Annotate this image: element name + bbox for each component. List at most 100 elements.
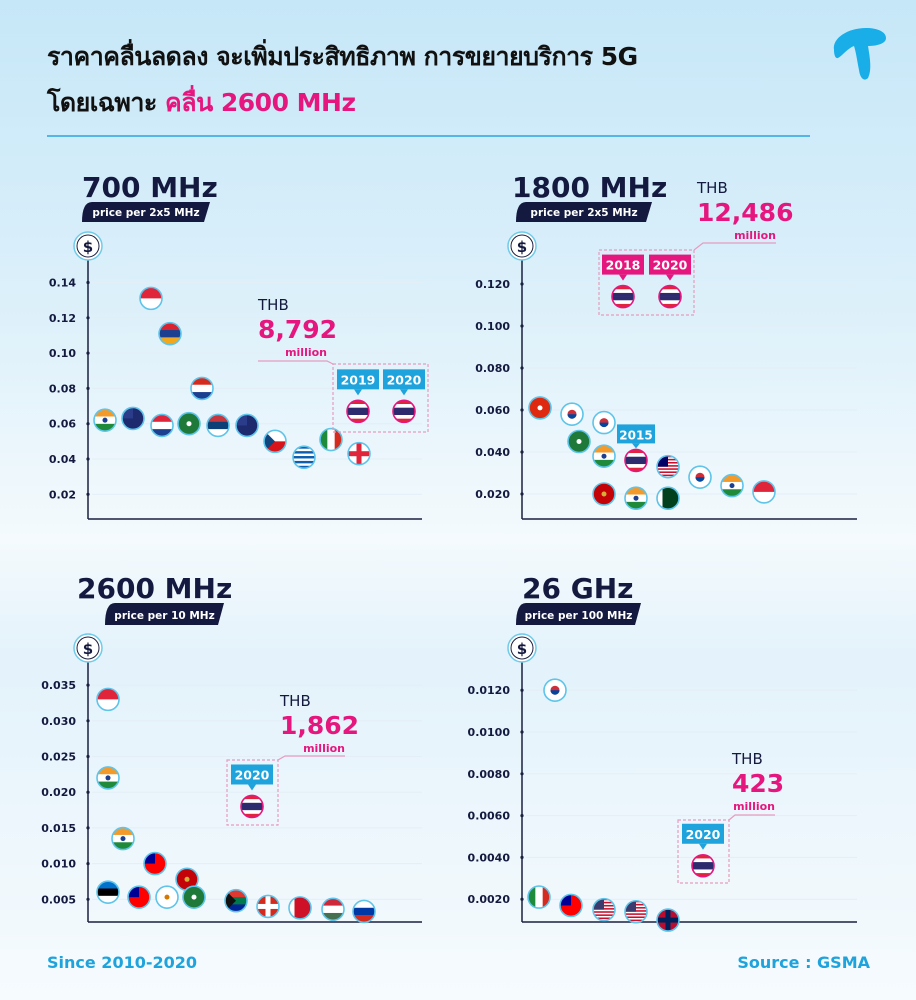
year-label-pointer bbox=[248, 784, 256, 791]
flag-stripe bbox=[593, 917, 615, 920]
y-tick bbox=[520, 450, 524, 454]
flag-stripe bbox=[673, 487, 679, 510]
dollar-icon-ring bbox=[76, 234, 100, 258]
y-tick bbox=[86, 492, 90, 496]
flag-in-icon bbox=[720, 473, 744, 498]
currency-label: THB bbox=[257, 296, 289, 314]
flag-nz-icon bbox=[121, 406, 145, 431]
y-tick-label: 0.030 bbox=[41, 715, 76, 728]
flag-stripe bbox=[293, 448, 315, 452]
y-tick-label: 0.0100 bbox=[468, 726, 511, 739]
flag-stripe bbox=[625, 914, 647, 917]
flag-stripe bbox=[241, 795, 263, 800]
flag-ring bbox=[224, 888, 248, 913]
flag-am-icon bbox=[158, 321, 182, 346]
amount-value: 8,792 bbox=[258, 315, 337, 344]
flag-stripe bbox=[668, 487, 674, 510]
flag-stripe bbox=[625, 911, 647, 914]
title-highlight: คลื่น 2600 MHz bbox=[165, 88, 356, 117]
y-tick bbox=[520, 814, 524, 818]
flag-ring bbox=[292, 445, 316, 470]
flag-fill bbox=[112, 827, 134, 850]
flag-emblem bbox=[164, 894, 170, 900]
flag-ring bbox=[240, 794, 264, 819]
flag-ring bbox=[158, 321, 182, 346]
y-tick bbox=[520, 408, 524, 412]
flag-fill bbox=[97, 688, 119, 711]
flag-fill bbox=[689, 466, 711, 489]
flag-stripe bbox=[393, 407, 415, 412]
flag-me-icon bbox=[592, 482, 616, 506]
flag-stripe bbox=[657, 471, 679, 474]
flag-fill bbox=[289, 896, 311, 919]
flag-stripe bbox=[535, 886, 543, 909]
flag-ring bbox=[592, 410, 616, 435]
flag-rs-icon bbox=[206, 413, 230, 438]
page-title: ราคาคลื่นลดลง จะเพิ่มประสิทธิภาพ การขยาย… bbox=[47, 34, 817, 126]
flag-stripe bbox=[322, 912, 344, 921]
flag-stripe bbox=[300, 896, 306, 919]
flag-stripe bbox=[662, 487, 669, 510]
flag-stripe bbox=[593, 459, 615, 468]
flag-stripe bbox=[97, 888, 119, 897]
flag-ring bbox=[96, 880, 120, 904]
flag-ring bbox=[263, 429, 287, 454]
footer-period: Since 2010-2020 bbox=[47, 953, 198, 972]
flag-stripe bbox=[353, 900, 375, 909]
flag-stripe bbox=[347, 407, 369, 412]
flag-canton bbox=[236, 414, 247, 426]
flag-stripe bbox=[353, 907, 375, 916]
flag-emblem bbox=[633, 495, 639, 501]
flag-stripe bbox=[657, 469, 679, 472]
subtitle-pill bbox=[82, 202, 210, 222]
flag-cross bbox=[348, 451, 370, 457]
flag-fill bbox=[191, 377, 213, 400]
currency-label: THB bbox=[279, 692, 311, 710]
flag-emblem bbox=[102, 417, 108, 423]
y-tick-label: 0.10 bbox=[49, 347, 76, 360]
flag-fill bbox=[528, 886, 550, 909]
flag-ring bbox=[560, 402, 584, 427]
flag-ring bbox=[611, 284, 635, 309]
flag-fill bbox=[612, 285, 634, 308]
title-prefix: โดยเฉพาะ bbox=[47, 88, 166, 117]
flag-ring bbox=[96, 687, 120, 712]
flag-kr-icon bbox=[688, 465, 712, 490]
flag-ring bbox=[150, 413, 174, 438]
y-tick bbox=[520, 282, 524, 286]
flag-stripe bbox=[612, 303, 634, 308]
y-tick-label: 0.06 bbox=[49, 418, 76, 431]
flag-stripe bbox=[293, 453, 315, 457]
flag-stripe bbox=[692, 858, 714, 863]
flag-stripe bbox=[225, 889, 247, 898]
flag-ring bbox=[567, 429, 591, 454]
flag-ch-icon bbox=[256, 894, 280, 919]
flag-kr-icon bbox=[560, 402, 584, 427]
highlight-box bbox=[677, 819, 730, 884]
flag-ring bbox=[206, 413, 230, 438]
highlight-box bbox=[332, 363, 429, 433]
y-tick-label: 0.005 bbox=[41, 893, 76, 906]
flag-ring bbox=[543, 678, 567, 703]
flag-th-icon bbox=[611, 284, 635, 309]
year-label-pointer bbox=[666, 274, 674, 281]
flag-canton bbox=[560, 894, 571, 906]
flag-stripe bbox=[140, 298, 162, 310]
flag-stripe bbox=[159, 322, 181, 331]
flag-emblem bbox=[576, 439, 582, 444]
flag-stripe bbox=[659, 303, 681, 308]
flag-fill bbox=[144, 852, 166, 875]
flag-stripe bbox=[612, 285, 634, 290]
flag-cz-icon bbox=[263, 429, 287, 454]
year-label-pointer bbox=[632, 443, 640, 449]
flag-stripe bbox=[207, 421, 229, 430]
dollar-icon bbox=[73, 633, 103, 663]
flag-in-icon bbox=[96, 766, 120, 790]
year-label: 2020 bbox=[653, 258, 688, 273]
flag-ring bbox=[656, 454, 680, 479]
amount-value: 1,862 bbox=[280, 711, 359, 740]
flag-ring bbox=[321, 897, 345, 922]
flag-stripe bbox=[692, 854, 714, 859]
flag-ring bbox=[656, 908, 680, 932]
y-tick bbox=[520, 772, 524, 776]
